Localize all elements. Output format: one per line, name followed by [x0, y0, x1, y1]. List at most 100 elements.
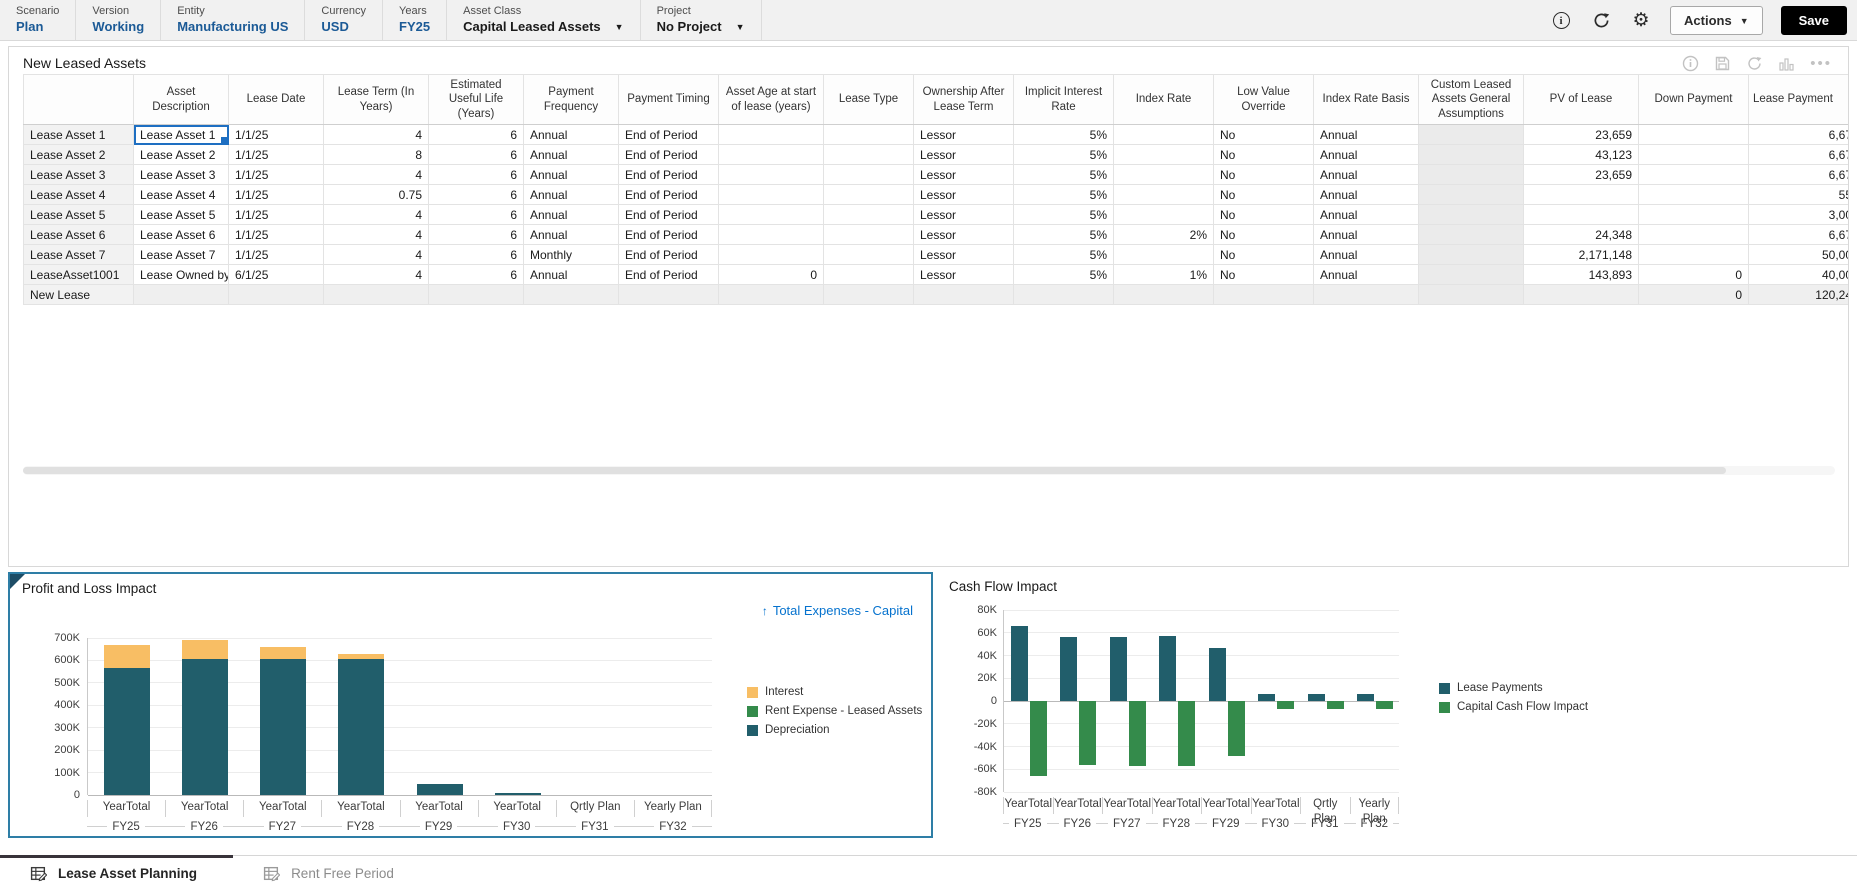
grid-cell[interactable]: Annual: [523, 144, 619, 165]
row-header[interactable]: Lease Asset 4: [23, 184, 134, 205]
bar-lease-payments[interactable]: [1258, 693, 1276, 701]
bar-capital-cash-flow-impact[interactable]: [1277, 701, 1295, 709]
grid-cell[interactable]: Annual: [523, 124, 619, 145]
grid-cell[interactable]: 5%: [1013, 224, 1114, 245]
settings-gear-icon[interactable]: ⚙: [1630, 10, 1652, 32]
selection-fill-handle[interactable]: [221, 137, 228, 144]
stacked-bar[interactable]: [182, 638, 229, 795]
grid-cell[interactable]: End of Period: [618, 124, 719, 145]
info-icon[interactable]: i: [1550, 10, 1572, 32]
grid-cell[interactable]: [1113, 244, 1214, 265]
grid-cell[interactable]: Lease Owned by: [133, 264, 229, 285]
horizontal-scrollbar-thumb[interactable]: [23, 467, 1727, 474]
grid-cell[interactable]: 6: [428, 164, 524, 185]
grid-cell[interactable]: [823, 224, 914, 245]
stacked-bar[interactable]: [651, 638, 697, 795]
more-icon[interactable]: •••: [1810, 55, 1832, 72]
grid-cell[interactable]: Annual: [1313, 204, 1419, 225]
grid-cell[interactable]: [823, 144, 914, 165]
grid-cell[interactable]: 6,67: [1748, 124, 1848, 145]
save-button[interactable]: Save: [1780, 6, 1847, 35]
grid-cell[interactable]: No: [1213, 124, 1314, 145]
pov-item-years[interactable]: Years FY25: [383, 0, 448, 40]
stacked-bar[interactable]: [494, 638, 541, 795]
grid-cell[interactable]: 0.75: [323, 184, 429, 205]
grid-cell[interactable]: [823, 264, 914, 285]
grid-cell[interactable]: 5%: [1013, 124, 1114, 145]
grid-cell[interactable]: 8: [323, 144, 429, 165]
grid-cell[interactable]: 1/1/25: [228, 184, 324, 205]
grid-cell[interactable]: [1638, 164, 1749, 185]
grid-cell[interactable]: Lease Asset 4: [133, 184, 229, 205]
grid-cell[interactable]: 5%: [1013, 244, 1114, 265]
row-header[interactable]: Lease Asset 2: [23, 144, 134, 165]
grid-cell[interactable]: Lessor: [913, 164, 1014, 185]
grid-cell[interactable]: Monthly: [523, 244, 619, 265]
grid-cell[interactable]: End of Period: [618, 264, 719, 285]
grid-cell[interactable]: 6: [428, 184, 524, 205]
grid-cell[interactable]: 23,659: [1523, 164, 1639, 185]
grid-cell[interactable]: Annual: [1313, 224, 1419, 245]
row-header[interactable]: LeaseAsset1001: [23, 264, 134, 285]
pov-item-entity[interactable]: Entity Manufacturing US: [161, 0, 306, 40]
grid-cell[interactable]: [823, 184, 914, 205]
grid-cell[interactable]: 1/1/25: [228, 144, 324, 165]
row-header[interactable]: Lease Asset 7: [23, 244, 134, 265]
grid-cell[interactable]: End of Period: [618, 204, 719, 225]
bar-capital-cash-flow-impact[interactable]: [1128, 701, 1146, 766]
grid-cell[interactable]: [1638, 184, 1749, 205]
row-header[interactable]: New Lease: [23, 284, 134, 305]
bar-capital-cash-flow-impact[interactable]: [1079, 701, 1097, 765]
grid-cell[interactable]: 0: [1638, 264, 1749, 285]
row-header[interactable]: Lease Asset 3: [23, 164, 134, 185]
grid-cell[interactable]: Lessor: [913, 124, 1014, 145]
grid-cell[interactable]: No: [1213, 244, 1314, 265]
row-header[interactable]: Lease Asset 1: [23, 124, 134, 145]
grid-cell[interactable]: 1/1/25: [228, 124, 324, 145]
pov-item-scenario[interactable]: Scenario Plan: [0, 0, 77, 40]
grid-cell[interactable]: Lessor: [913, 264, 1014, 285]
grid-cell[interactable]: 6,67: [1748, 164, 1848, 185]
grid-cell[interactable]: 4: [323, 204, 429, 225]
grid-cell[interactable]: Lessor: [913, 224, 1014, 245]
grid-cell[interactable]: 1/1/25: [228, 244, 324, 265]
grid-cell[interactable]: [718, 144, 824, 165]
chart-icon[interactable]: [1778, 55, 1795, 72]
stacked-bar[interactable]: [260, 638, 307, 795]
info-icon[interactable]: [1682, 55, 1699, 72]
grid-cell[interactable]: Annual: [523, 184, 619, 205]
bar-capital-cash-flow-impact[interactable]: [1376, 701, 1394, 709]
grid-cell[interactable]: No: [1213, 224, 1314, 245]
grid-cell[interactable]: 143,893: [1523, 264, 1639, 285]
grid-cell[interactable]: 2%: [1113, 224, 1214, 245]
grid-cell[interactable]: [718, 124, 824, 145]
grid-cell[interactable]: [1638, 224, 1749, 245]
grid-cell[interactable]: Lessor: [913, 184, 1014, 205]
grid-cell[interactable]: Lease Asset 5: [133, 204, 229, 225]
grid-cell[interactable]: 6/1/25: [228, 264, 324, 285]
stacked-bar[interactable]: [573, 638, 619, 795]
save-icon[interactable]: [1714, 55, 1731, 72]
grid-cell[interactable]: 6: [428, 204, 524, 225]
grid-cell[interactable]: 23,659: [1523, 124, 1639, 145]
grid-cell[interactable]: [718, 204, 824, 225]
grid-cell[interactable]: End of Period: [618, 164, 719, 185]
tab-rent-free-period[interactable]: Rent Free Period: [233, 856, 430, 891]
grid-cell[interactable]: 6: [428, 264, 524, 285]
grid-cell[interactable]: Annual: [1313, 244, 1419, 265]
grid-cell[interactable]: [718, 164, 824, 185]
grid-cell[interactable]: 6: [428, 224, 524, 245]
grid-cell[interactable]: Annual: [523, 204, 619, 225]
grid-cell[interactable]: 5%: [1013, 164, 1114, 185]
stacked-bar[interactable]: [338, 638, 385, 795]
grid-cell[interactable]: [1113, 124, 1214, 145]
grid-cell[interactable]: 0: [718, 264, 824, 285]
stacked-bar[interactable]: [104, 638, 151, 795]
grid-cell[interactable]: [1113, 204, 1214, 225]
grid-cell[interactable]: 5%: [1013, 204, 1114, 225]
grid-cell[interactable]: 55: [1748, 184, 1848, 205]
grid-cell[interactable]: [1523, 204, 1639, 225]
pov-item-project[interactable]: Project No Project ▼: [641, 0, 762, 40]
grid-cell[interactable]: 6,67: [1748, 144, 1848, 165]
grid-cell[interactable]: [823, 164, 914, 185]
